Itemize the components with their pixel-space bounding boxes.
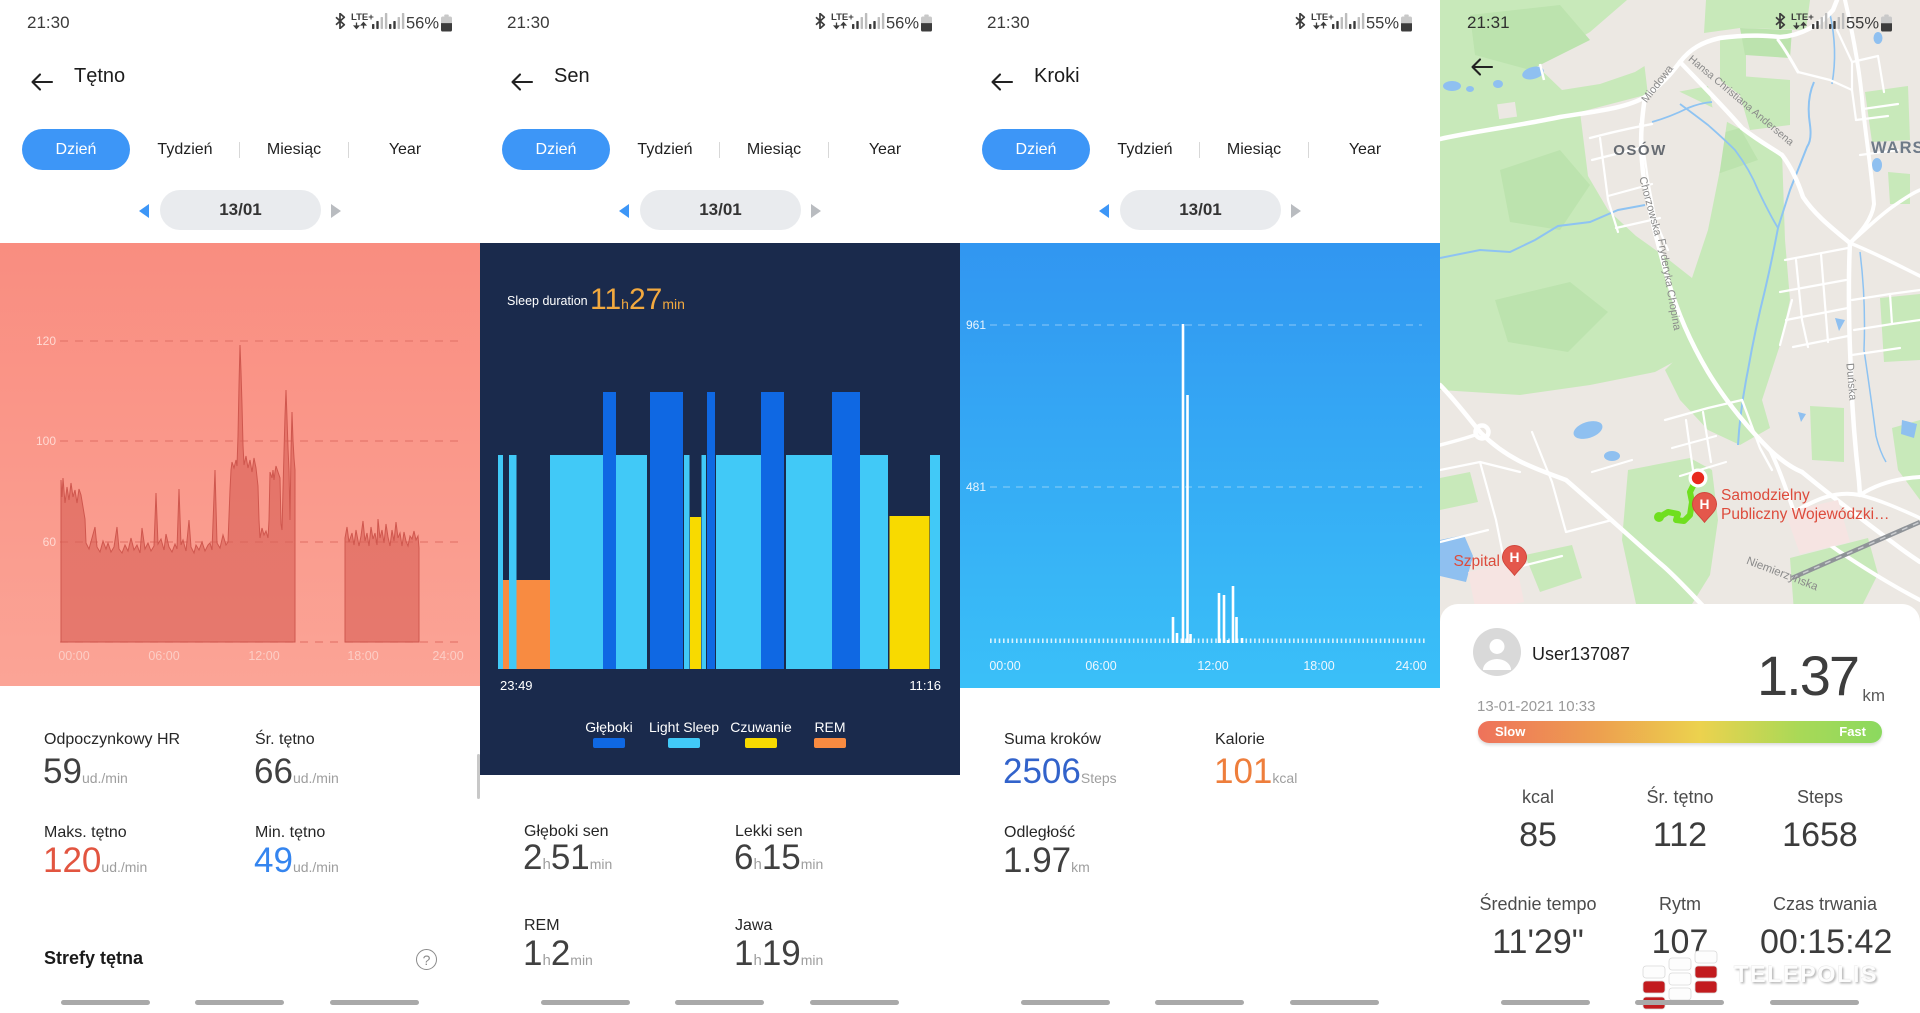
svg-text:Sleep duration: Sleep duration (507, 294, 588, 308)
svg-text:LTE+: LTE+ (351, 12, 374, 23)
svg-text:18:00: 18:00 (1303, 659, 1334, 673)
svg-text:12:00: 12:00 (1197, 659, 1228, 673)
svg-text:Duńska: Duńska (1843, 363, 1858, 402)
svg-text:55%: 55% (1846, 15, 1879, 33)
svg-text:24:00: 24:00 (1395, 659, 1426, 673)
svg-text:55%: 55% (1366, 15, 1399, 33)
svg-text:H: H (1700, 497, 1710, 512)
svg-text:24:00: 24:00 (432, 649, 463, 663)
svg-text:LTE+: LTE+ (831, 12, 854, 23)
svg-text:Szpital: Szpital (1453, 553, 1500, 570)
svg-text:100: 100 (36, 434, 56, 448)
svg-text:11:16: 11:16 (909, 678, 941, 693)
svg-text:Samodzielny: Samodzielny (1721, 487, 1810, 504)
svg-text:Głęboki: Głęboki (585, 719, 632, 735)
svg-text:Publiczny Wojewódzki…: Publiczny Wojewódzki… (1721, 506, 1890, 523)
svg-text:LTE+: LTE+ (1311, 12, 1334, 23)
svg-text:481: 481 (966, 480, 986, 494)
svg-text:11h27min: 11h27min (590, 283, 685, 316)
svg-text:00:00: 00:00 (989, 659, 1020, 673)
svg-text:06:00: 06:00 (1085, 659, 1116, 673)
svg-text:56%: 56% (886, 15, 919, 33)
svg-text:60: 60 (43, 535, 57, 549)
svg-text:WARSZE: WARSZE (1871, 139, 1920, 157)
svg-text:06:00: 06:00 (148, 649, 179, 663)
svg-text:12:00: 12:00 (248, 649, 279, 663)
svg-text:Czuwanie: Czuwanie (730, 719, 792, 735)
svg-text:H: H (1510, 550, 1520, 565)
svg-text:120: 120 (36, 334, 56, 348)
svg-text:Light Sleep: Light Sleep (649, 719, 719, 735)
svg-text:00:00: 00:00 (58, 649, 89, 663)
svg-text:23:49: 23:49 (500, 678, 533, 693)
svg-text:REM: REM (814, 719, 845, 735)
svg-text:LTE+: LTE+ (1791, 12, 1814, 23)
svg-text:56%: 56% (406, 15, 439, 33)
svg-text:18:00: 18:00 (347, 649, 378, 663)
svg-text:OSÓW: OSÓW (1613, 141, 1667, 159)
svg-text:961: 961 (966, 318, 986, 332)
